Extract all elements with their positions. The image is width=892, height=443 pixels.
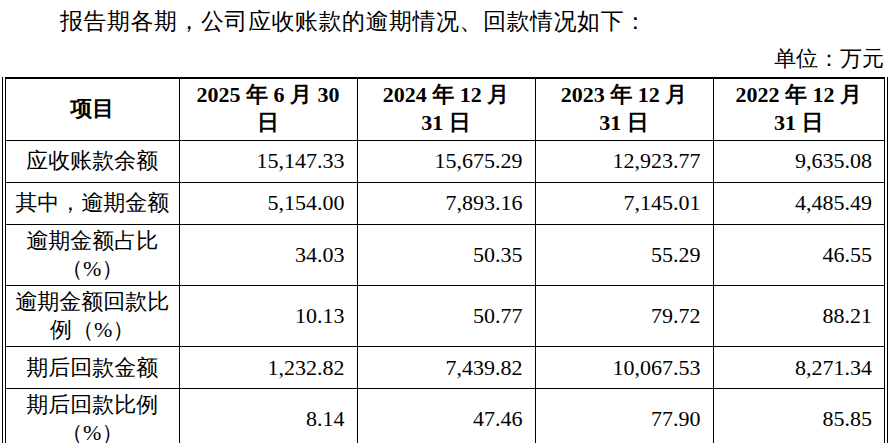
table-row: 期后回款比例（%） 8.14 47.46 77.90 85.85 [4, 389, 886, 443]
value-cell: 50.35 [357, 224, 535, 285]
unit-label: 单位：万元 [0, 46, 884, 72]
value-cell: 15,675.29 [357, 140, 535, 182]
row-label: 逾期金额占比（%） [4, 224, 179, 285]
value-cell: 7,893.16 [357, 182, 535, 224]
column-header-item: 项目 [4, 78, 179, 140]
receivables-overdue-table: 项目 2025 年 6 月 30 日 2024 年 12 月 31 日 2023… [2, 77, 888, 443]
value-cell: 79.72 [535, 285, 713, 346]
table-row: 逾期金额占比（%） 34.03 50.35 55.29 46.55 [4, 224, 886, 285]
table-row: 逾期金额回款比例（%） 10.13 50.77 79.72 88.21 [4, 285, 886, 346]
value-cell: 10,067.53 [535, 347, 713, 389]
value-cell: 9,635.08 [713, 140, 886, 182]
value-cell: 8.14 [179, 389, 357, 443]
value-cell: 1,232.82 [179, 347, 357, 389]
row-label: 其中，逾期金额 [4, 182, 179, 224]
value-cell: 85.85 [713, 389, 886, 443]
table-row: 期后回款金额 1,232.82 7,439.82 10,067.53 8,271… [4, 347, 886, 389]
value-cell: 47.46 [357, 389, 535, 443]
value-cell: 4,485.49 [713, 182, 886, 224]
column-header-2025-06-30: 2025 年 6 月 30 日 [179, 78, 357, 140]
value-cell: 46.55 [713, 224, 886, 285]
value-cell: 10.13 [179, 285, 357, 346]
column-header-2023-12-31: 2023 年 12 月 31 日 [535, 78, 713, 140]
table-header-row: 项目 2025 年 6 月 30 日 2024 年 12 月 31 日 2023… [4, 78, 886, 140]
row-label: 应收账款余额 [4, 140, 179, 182]
column-header-2022-12-31: 2022 年 12 月 31 日 [713, 78, 886, 140]
column-header-2024-12-31: 2024 年 12 月 31 日 [357, 78, 535, 140]
document-page: 报告期各期，公司应收账款的逾期情况、回款情况如下： 单位：万元 项目 2025 … [0, 0, 892, 443]
value-cell: 34.03 [179, 224, 357, 285]
value-cell: 50.77 [357, 285, 535, 346]
value-cell: 55.29 [535, 224, 713, 285]
row-label: 期后回款比例（%） [4, 389, 179, 443]
intro-paragraph: 报告期各期，公司应收账款的逾期情况、回款情况如下： [0, 0, 892, 37]
value-cell: 5,154.00 [179, 182, 357, 224]
row-label: 逾期金额回款比例（%） [4, 285, 179, 346]
value-cell: 7,145.01 [535, 182, 713, 224]
value-cell: 8,271.34 [713, 347, 886, 389]
table-row: 其中，逾期金额 5,154.00 7,893.16 7,145.01 4,485… [4, 182, 886, 224]
value-cell: 77.90 [535, 389, 713, 443]
table-row: 应收账款余额 15,147.33 15,675.29 12,923.77 9,6… [4, 140, 886, 182]
value-cell: 88.21 [713, 285, 886, 346]
value-cell: 15,147.33 [179, 140, 357, 182]
value-cell: 12,923.77 [535, 140, 713, 182]
row-label: 期后回款金额 [4, 347, 179, 389]
value-cell: 7,439.82 [357, 347, 535, 389]
